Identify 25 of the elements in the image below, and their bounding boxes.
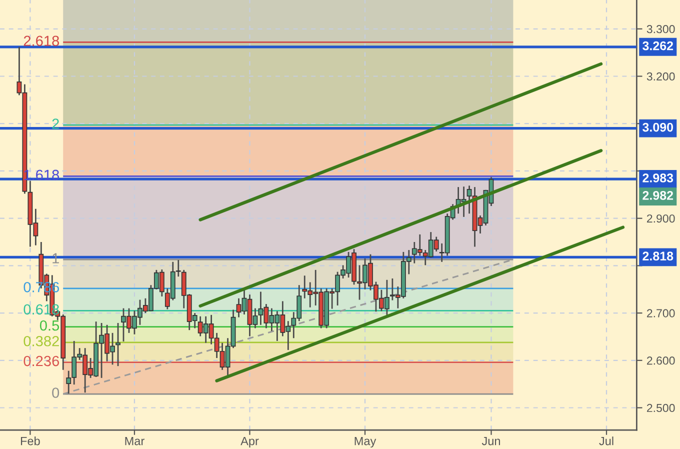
band-label: 2.618 [24, 36, 60, 46]
x-tick-label: Mar [125, 436, 144, 446]
ref-line-label: 3.090 [642, 122, 674, 132]
band-label: 0 [52, 388, 60, 398]
band-label: 0.5 [40, 320, 60, 331]
x-tick-label: Jul [599, 436, 614, 446]
band-label: 0.382 [24, 336, 59, 346]
y-tick-label: 3.200 [646, 72, 675, 81]
x-tick-label: Feb [20, 436, 40, 446]
band-label: 0.236 [24, 356, 60, 366]
y-tick-label: 2.600 [646, 356, 675, 365]
band-label: 2 [52, 118, 59, 129]
annotation: 2.982 [642, 191, 674, 200]
x-tick-label: May [354, 436, 376, 448]
ref-line-label: 2.983 [642, 174, 674, 182]
ref-line-label: 2.818 [642, 252, 674, 261]
y-tick-label: 2.900 [646, 214, 675, 223]
y-tick-label: 3.300 [646, 25, 675, 34]
candlestick [116, 322, 120, 367]
y-tick-label: 2.700 [646, 309, 675, 318]
x-tick-label: Apr [240, 436, 259, 448]
x-tick-label: Jun [482, 436, 500, 446]
band-label: 1 [52, 253, 59, 264]
y-tick-label: 2.500 [646, 404, 675, 412]
ref-line-label: 3.262 [642, 41, 674, 50]
